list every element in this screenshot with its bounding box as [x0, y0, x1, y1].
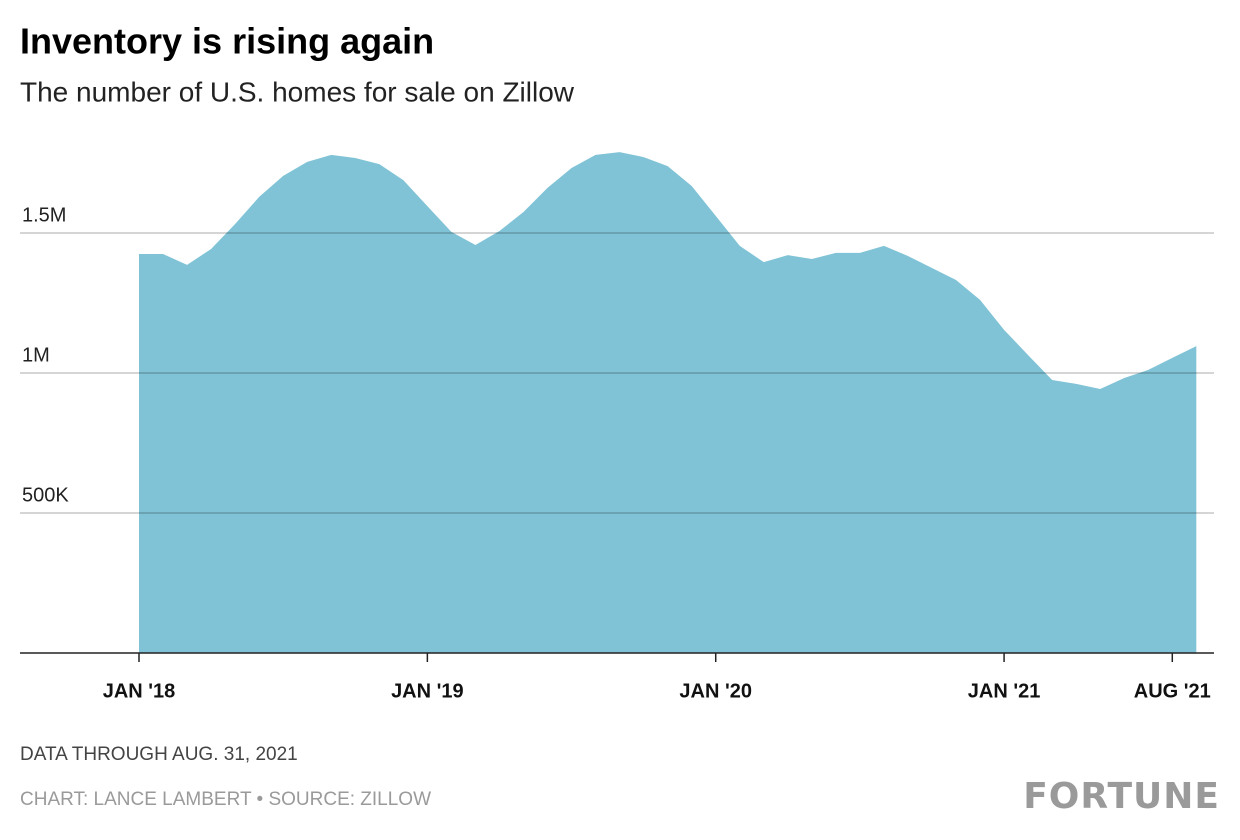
chart-subtitle: The number of U.S. homes for sale on Zil…: [20, 76, 575, 107]
y-tick-label: 500K: [22, 484, 69, 506]
x-tick-label: AUG '21: [1134, 680, 1211, 702]
x-tick-label: JAN '20: [679, 680, 752, 702]
y-tick-label: 1M: [22, 344, 50, 366]
brand: FORTUNE: [1023, 776, 1220, 817]
x-tick-label: JAN '21: [968, 680, 1041, 702]
y-tick-label: 1.5M: [22, 204, 66, 226]
source: CHART: LANCE LAMBERT • SOURCE: ZILLOW: [20, 789, 431, 810]
area: [139, 152, 1197, 653]
x-tick-label: JAN '19: [391, 680, 464, 702]
chart-title: Inventory is rising again: [20, 21, 434, 62]
x-tick-label: JAN '18: [103, 680, 176, 702]
note: DATA THROUGH AUG. 31, 2021: [20, 744, 298, 765]
